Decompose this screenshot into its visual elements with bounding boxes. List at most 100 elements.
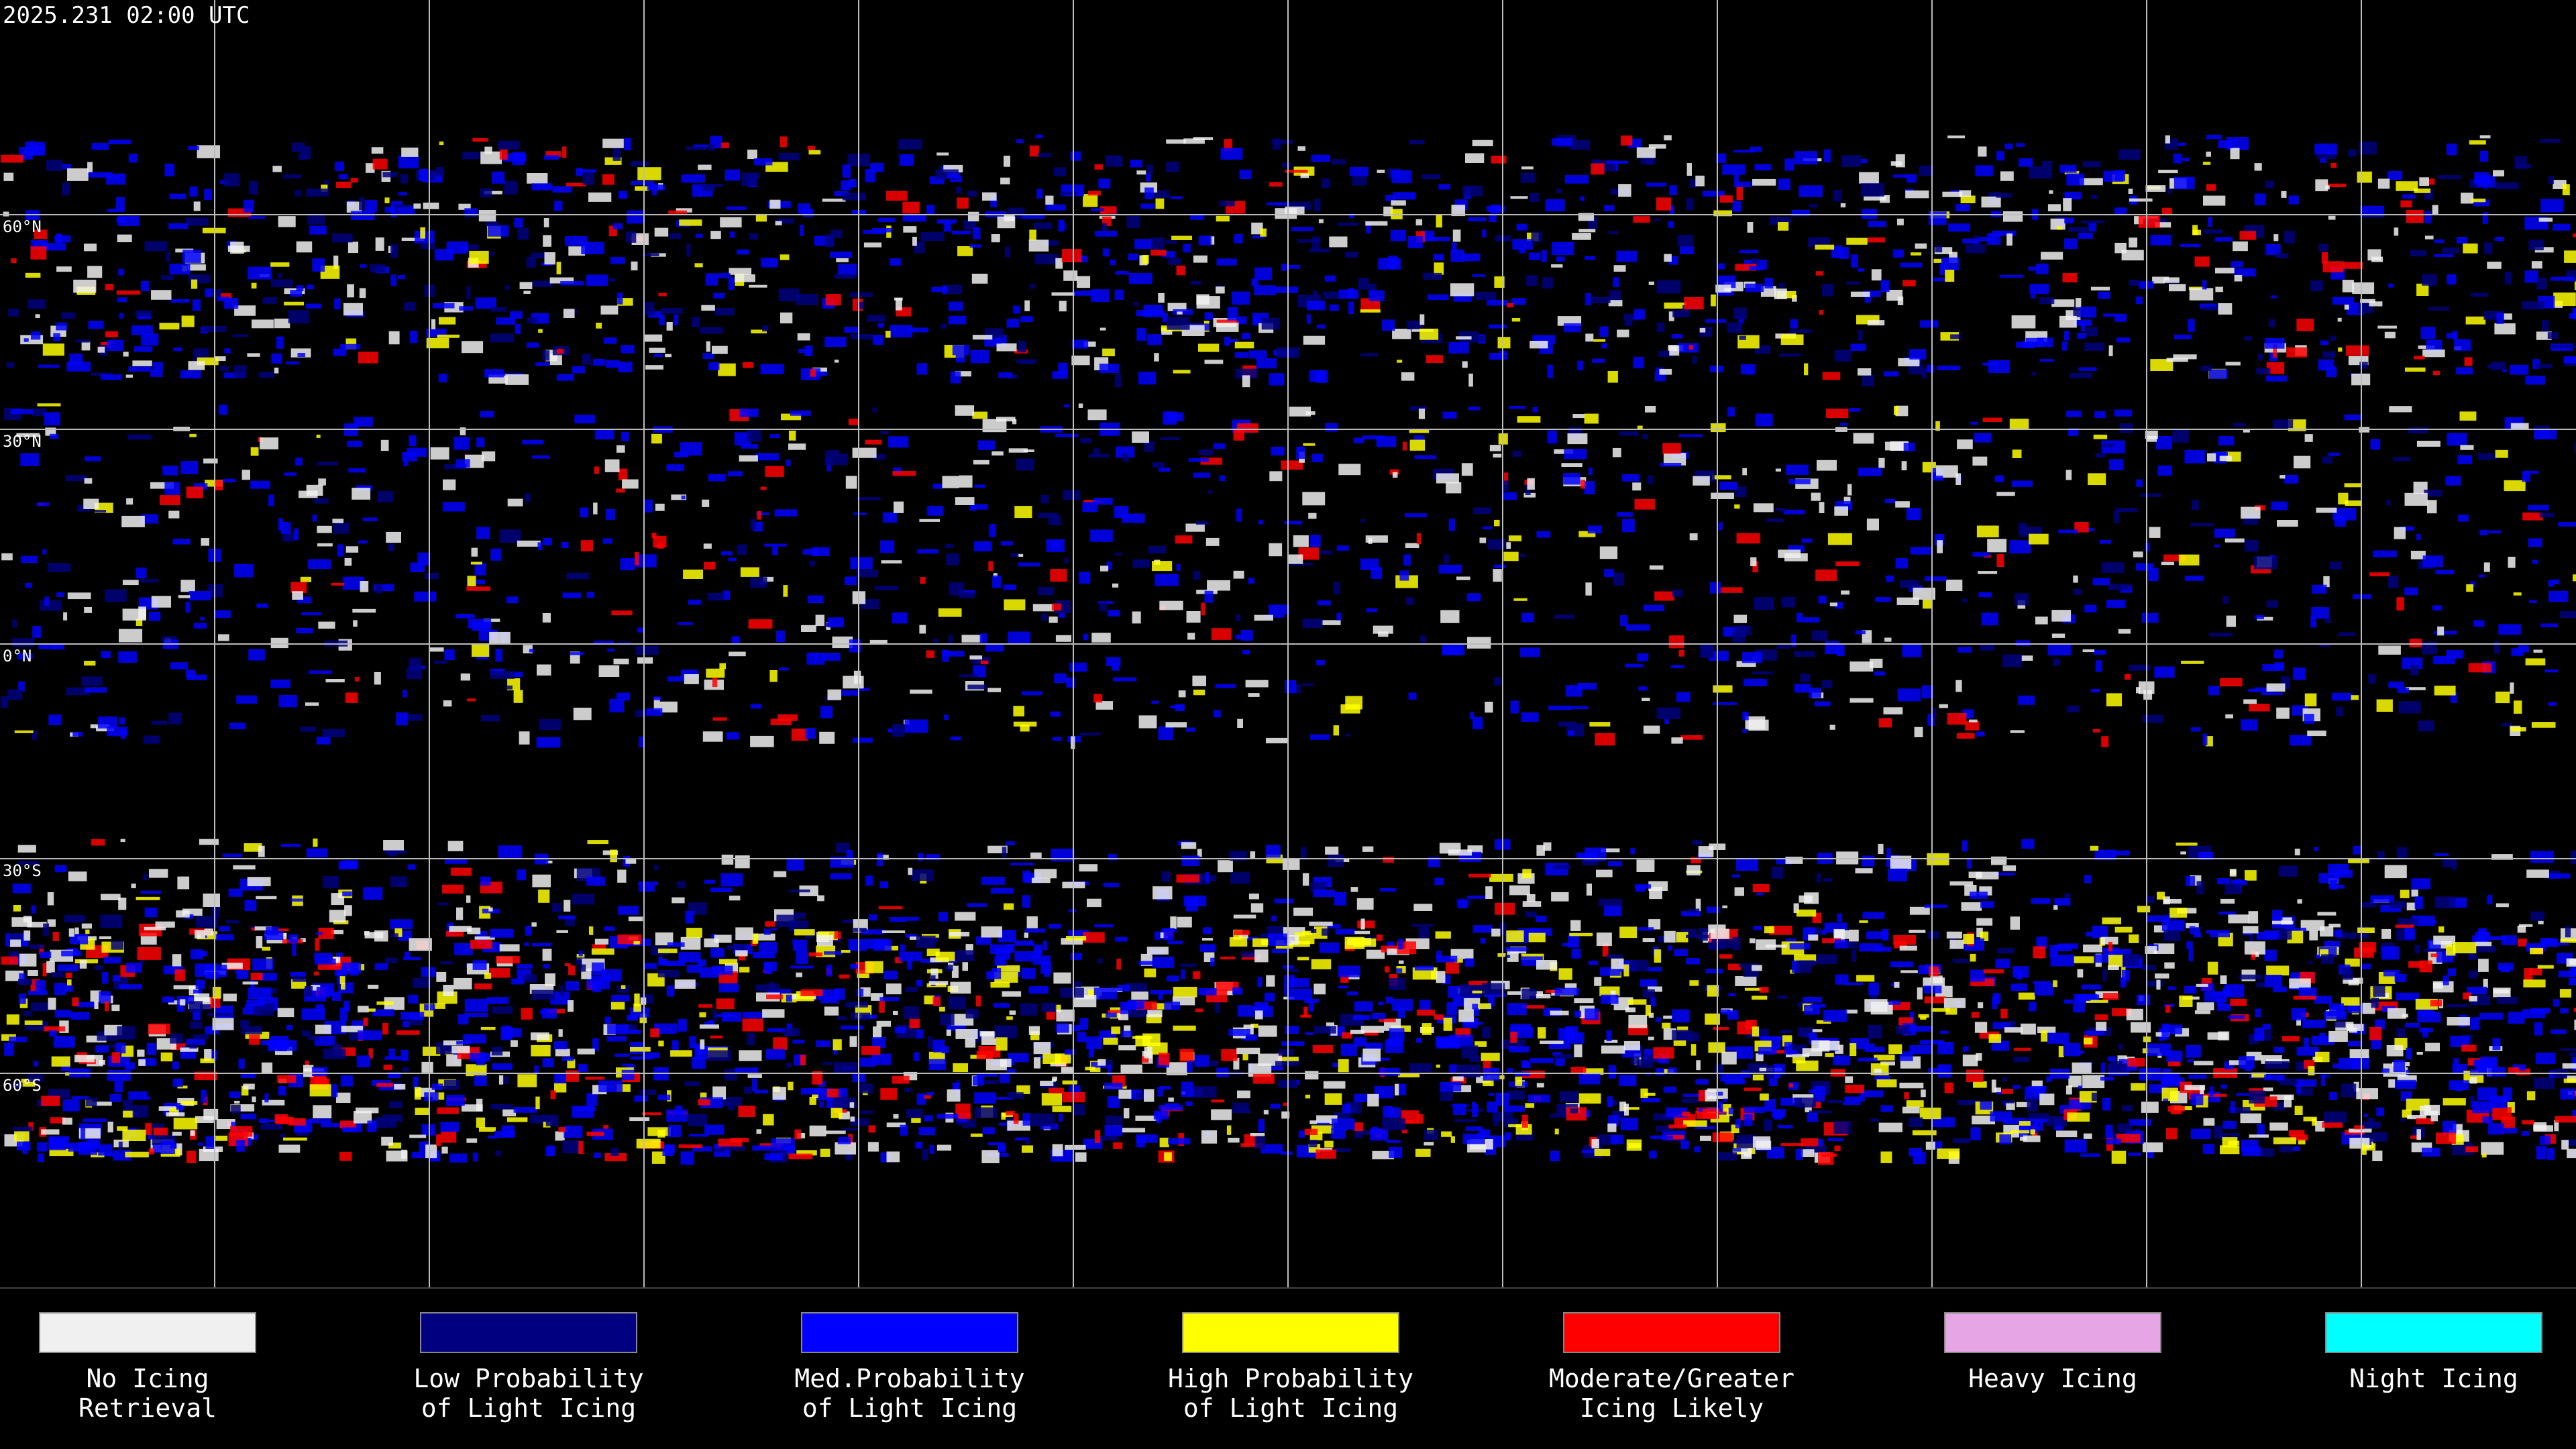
icing-patch [258, 845, 265, 857]
icing-patch [637, 627, 644, 633]
icing-patch [1604, 569, 1614, 578]
icing-patch [2019, 523, 2027, 534]
icing-patch [1683, 1120, 1707, 1127]
icing-patch [2241, 506, 2261, 519]
icing-patch [1577, 360, 1584, 370]
icing-patch [159, 495, 180, 505]
icing-patch [1324, 1140, 1334, 1148]
icing-patch [1360, 519, 1365, 523]
icing-patch [2016, 341, 2035, 348]
icing-patch [1155, 931, 1161, 940]
icing-patch [180, 580, 195, 592]
icing-patch [1208, 490, 1213, 494]
icing-patch [402, 452, 417, 462]
icing-patch [1449, 519, 1456, 531]
icing-patch [2225, 714, 2233, 718]
icing-patch [790, 965, 814, 969]
icing-patch [2288, 195, 2299, 205]
icing-patch [2496, 903, 2509, 908]
icing-patch [2210, 933, 2230, 938]
icing-patch [687, 965, 702, 973]
icing-patch [2147, 981, 2163, 987]
icing-patch [1090, 208, 1104, 211]
icing-patch [1847, 941, 1858, 949]
icing-patch [28, 1122, 34, 1131]
icing-patch [1777, 995, 1788, 999]
icing-patch [509, 311, 523, 319]
icing-patch [151, 720, 167, 725]
icing-patch [959, 475, 973, 488]
icing-patch [1975, 165, 1994, 176]
icing-patch [1469, 1056, 1481, 1063]
icing-patch [1274, 898, 1294, 904]
icing-patch [1113, 677, 1136, 682]
icing-patch [645, 302, 655, 316]
icing-patch [1078, 403, 1083, 408]
icing-patch [1585, 256, 1596, 260]
icing-patch [1493, 569, 1502, 582]
icing-patch [2352, 282, 2375, 294]
icing-patch [2118, 149, 2141, 160]
icing-patch [2114, 409, 2133, 417]
icing-patch [2422, 641, 2438, 655]
icing-patch [2028, 266, 2037, 271]
icing-patch [886, 1151, 900, 1163]
icing-patch [900, 945, 906, 951]
icing-patch [1365, 1042, 1383, 1050]
icing-patch [1365, 535, 1388, 543]
icing-patch [825, 294, 841, 306]
icing-patch [122, 580, 139, 586]
icing-patch [1224, 336, 1231, 346]
icing-patch [672, 1040, 679, 1053]
icing-patch [123, 1110, 134, 1118]
icing-patch [973, 541, 992, 551]
icing-patch [1521, 988, 1537, 1000]
icing-patch [1662, 443, 1681, 454]
icing-patch [801, 625, 816, 632]
icing-patch [1903, 442, 1915, 451]
icing-patch [1957, 1099, 1980, 1105]
icing-patch [1210, 236, 1215, 245]
icing-patch [2389, 406, 2412, 413]
icing-patch [1020, 360, 1032, 364]
icing-patch [1603, 906, 1622, 916]
icing-patch [403, 957, 421, 961]
icing-patch [1381, 319, 1395, 331]
icing-patch [136, 568, 147, 579]
icing-patch [1091, 289, 1110, 303]
icing-patch [2463, 992, 2472, 1000]
icing-patch [526, 257, 536, 268]
icing-patch [136, 619, 143, 626]
icing-patch [578, 951, 583, 957]
icing-patch [2106, 693, 2122, 706]
icing-patch [1107, 1096, 1120, 1108]
icing-patch [1303, 443, 1316, 446]
icing-patch [1864, 1046, 1885, 1053]
icing-patch [205, 480, 223, 487]
icing-patch [1122, 513, 1145, 523]
icing-patch [402, 690, 408, 698]
icing-patch [871, 993, 883, 1001]
icing-patch [2483, 212, 2488, 224]
icing-patch [1146, 164, 1153, 175]
icing-patch [1287, 554, 1303, 564]
icing-patch [1022, 214, 1045, 219]
icing-patch [1588, 468, 1593, 475]
icing-patch [852, 447, 877, 458]
icing-patch [1167, 317, 1190, 330]
icing-patch [1265, 992, 1275, 1002]
icing-patch [1104, 1124, 1123, 1136]
icing-patch [1578, 213, 1595, 221]
icing-patch [1722, 164, 1746, 175]
icing-patch [1012, 419, 1017, 425]
icing-patch [23, 338, 29, 342]
icing-patch [1103, 1037, 1118, 1045]
icing-patch [233, 365, 247, 378]
icing-patch [35, 314, 40, 318]
icing-patch [1132, 611, 1141, 624]
icing-patch [1240, 630, 1254, 641]
icing-patch [545, 973, 555, 986]
icing-patch [158, 1106, 177, 1111]
icing-patch [2034, 983, 2054, 996]
icing-patch [1506, 1090, 1525, 1100]
